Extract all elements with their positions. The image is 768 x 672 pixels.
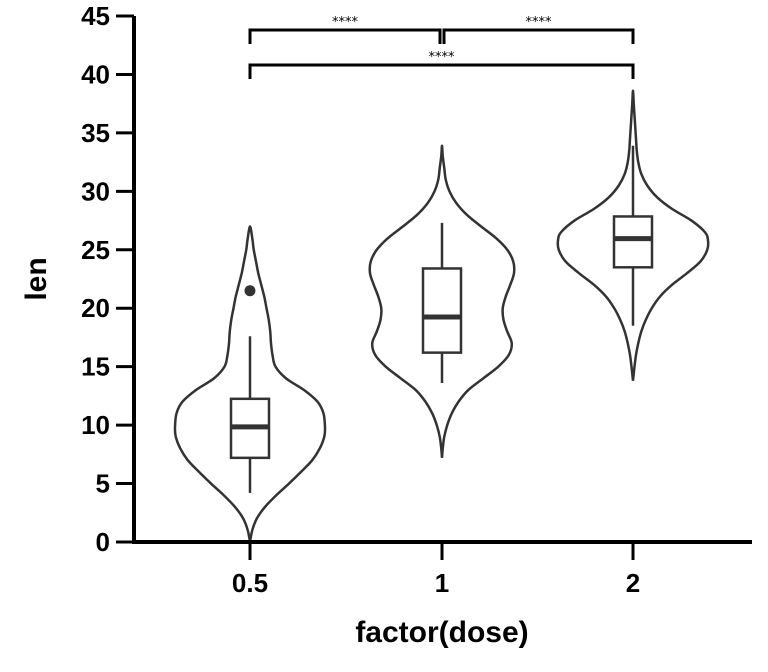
x-ticks: 0.5 1 2 xyxy=(232,542,640,598)
box-2 xyxy=(612,215,654,269)
significance-label: **** xyxy=(429,50,456,65)
axes-layer xyxy=(132,16,752,544)
y-tick-label: 20 xyxy=(81,293,110,323)
comparison-bracket xyxy=(248,63,635,79)
y-tick-label: 45 xyxy=(81,1,110,31)
violin-1 xyxy=(368,144,516,458)
y-ticks: 0 5 10 15 20 25 30 35 40 45 xyxy=(81,1,134,557)
violin-2 xyxy=(556,89,710,381)
y-tick-label: 15 xyxy=(81,352,110,382)
x-tick-label: 2 xyxy=(626,568,640,598)
x-tick-label: 1 xyxy=(435,568,449,598)
y-tick-label: 35 xyxy=(81,118,110,148)
boxplot-layer xyxy=(229,145,654,493)
y-tick-label: 40 xyxy=(81,59,110,89)
comparison-bracket xyxy=(442,28,635,44)
y-tick-label: 30 xyxy=(81,176,110,206)
y-tick-label: 25 xyxy=(81,235,110,265)
significance-label: **** xyxy=(332,15,359,30)
significance-layer: **** **** **** xyxy=(248,15,635,79)
x-axis-title: factor(dose) xyxy=(355,616,528,649)
y-axis-title: len xyxy=(20,257,53,300)
outlier-point xyxy=(244,285,256,297)
violin-0.5 xyxy=(173,225,327,543)
y-tick-label: 0 xyxy=(96,527,110,557)
significance-label: **** xyxy=(526,15,553,30)
violin-layer xyxy=(173,89,710,543)
box-1 xyxy=(421,267,463,354)
x-tick-label: 0.5 xyxy=(232,568,268,598)
y-tick-label: 10 xyxy=(81,410,110,440)
comparison-bracket xyxy=(248,28,442,44)
y-tick-label: 5 xyxy=(96,469,110,499)
